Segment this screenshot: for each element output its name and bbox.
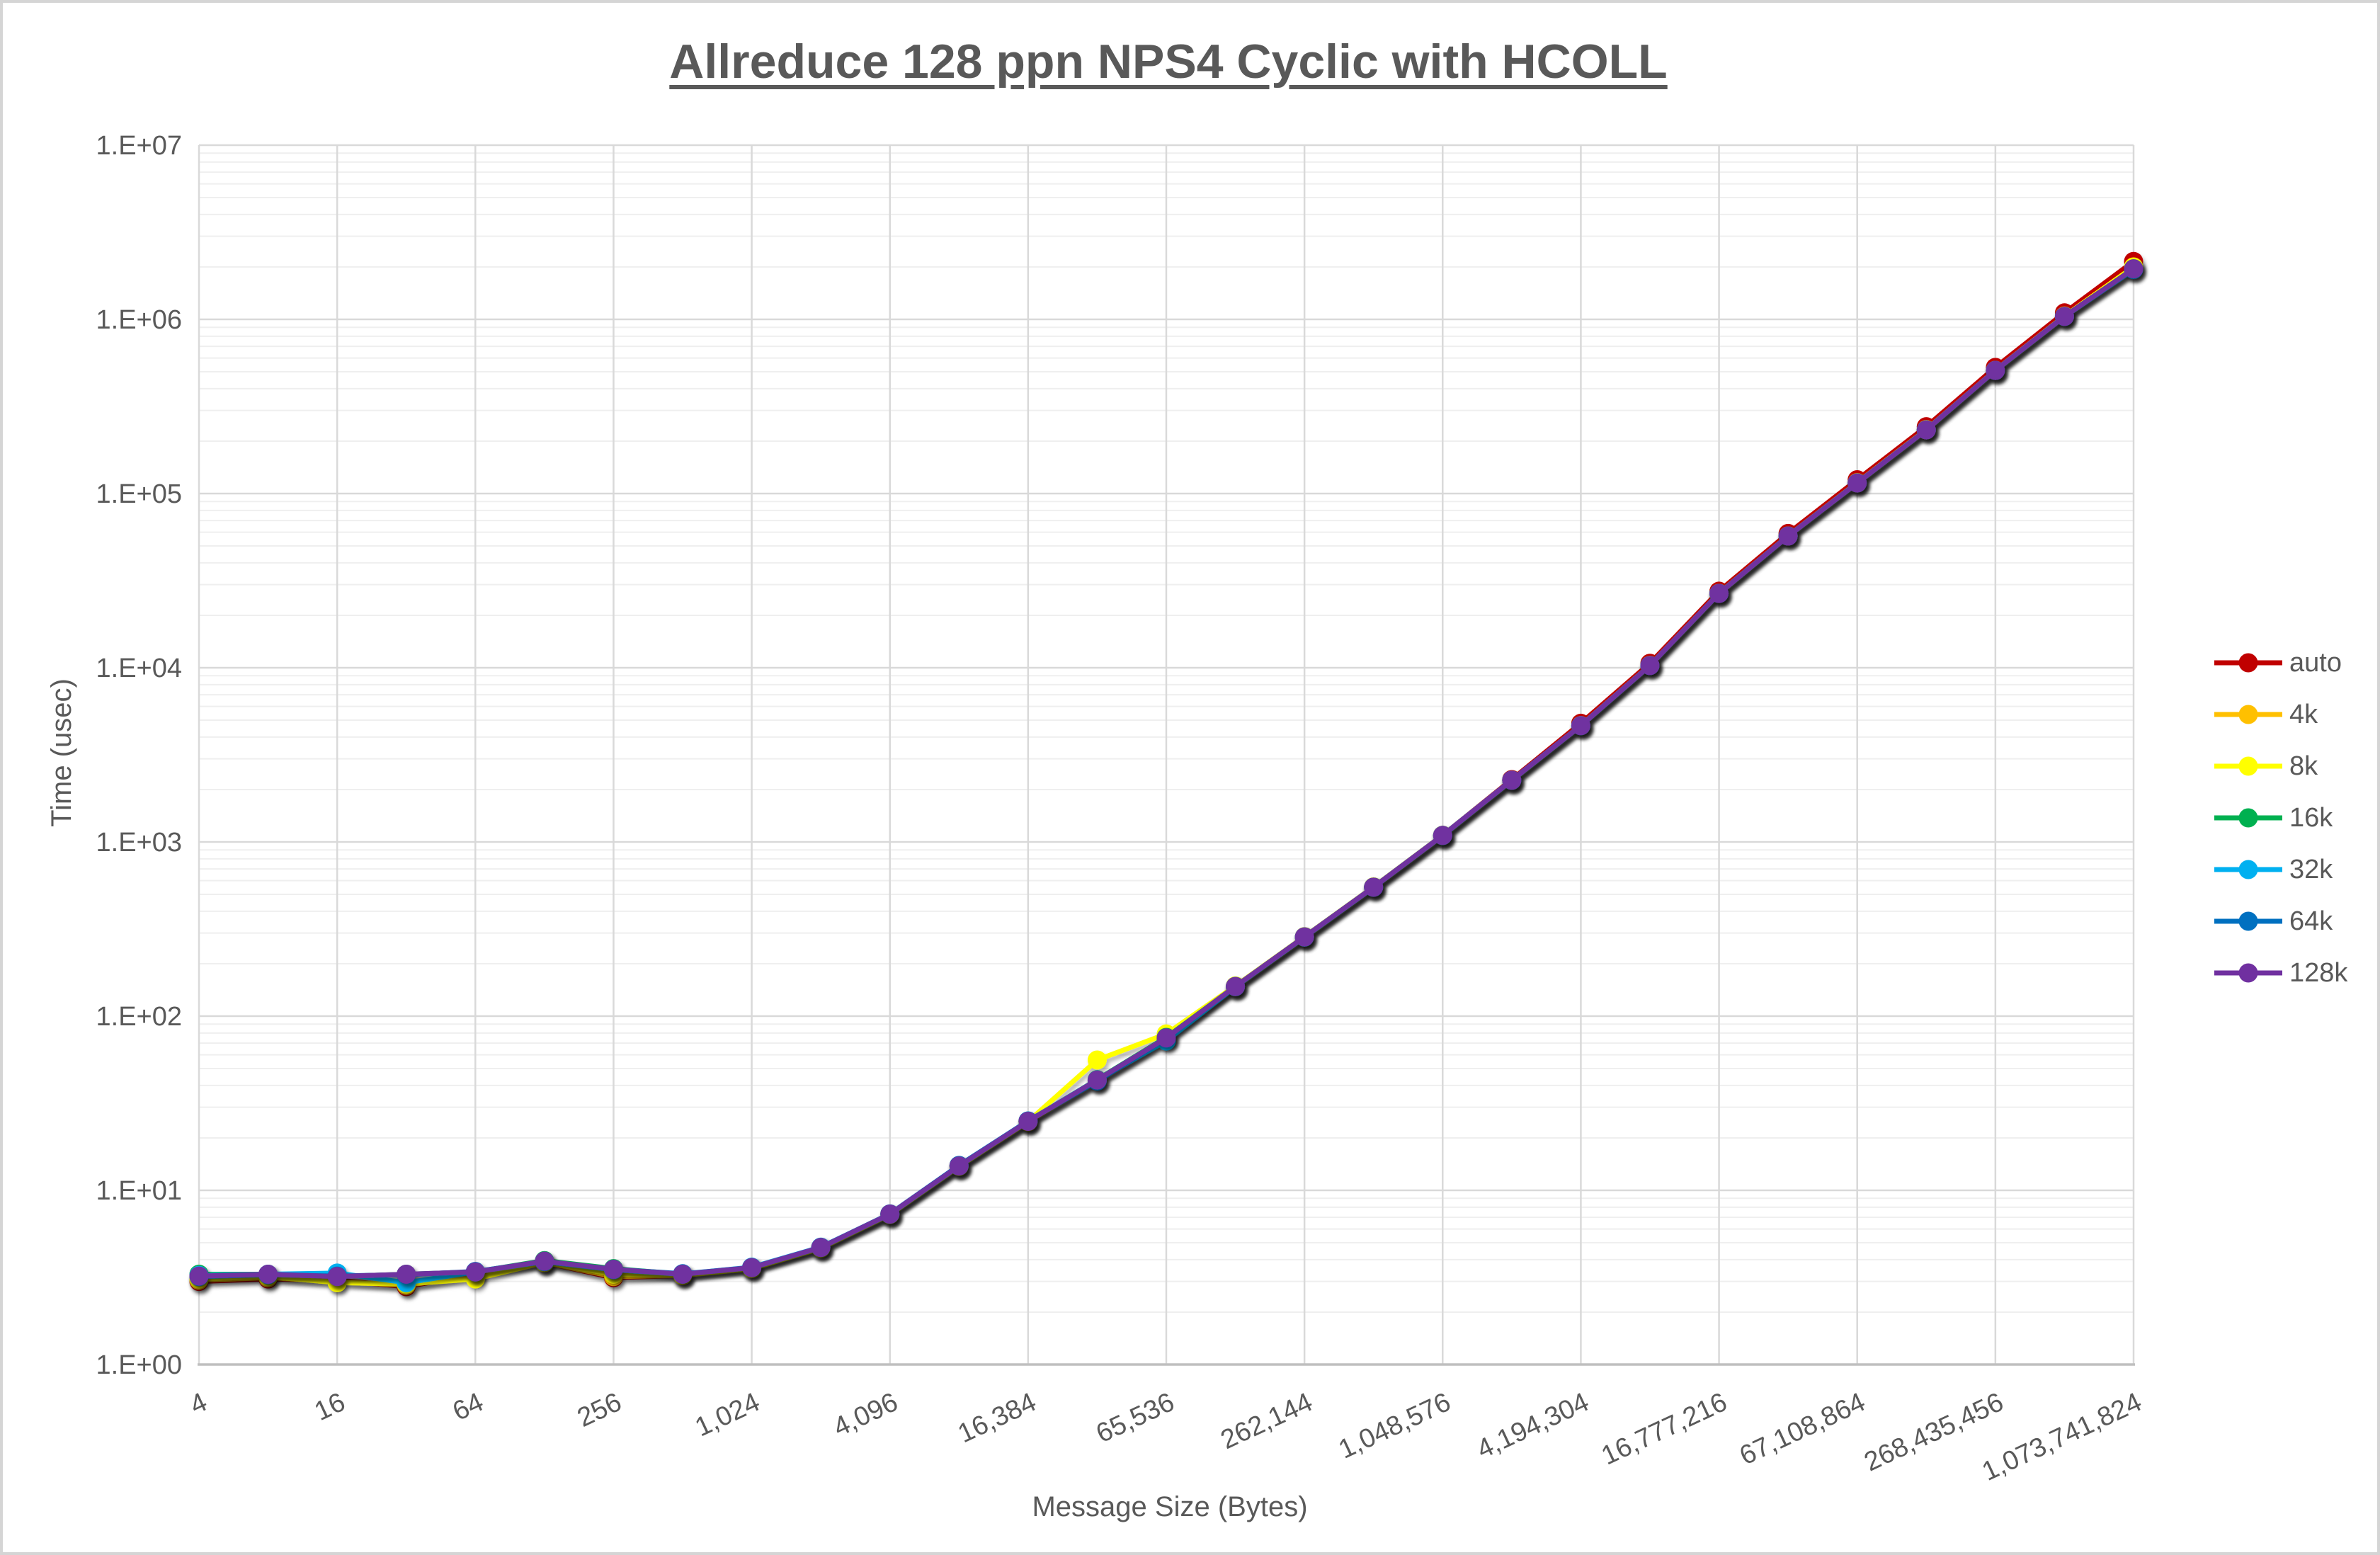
- y-tick-label: 1.E+00: [96, 1350, 183, 1380]
- x-axis-title: Message Size (Bytes): [1032, 1491, 1308, 1522]
- y-tick-label: 1.E+03: [96, 828, 183, 858]
- legend-marker-16k: [2214, 808, 2282, 828]
- data-point-128k: [1709, 583, 1729, 603]
- data-point-128k: [397, 1264, 416, 1284]
- data-point-128k: [1087, 1070, 1107, 1090]
- x-tick-label: 256: [573, 1387, 626, 1433]
- data-point-128k: [811, 1238, 831, 1258]
- legend: auto 4k 8k 16k 32k 64k 128k: [2213, 647, 2348, 988]
- data-point-128k: [1156, 1028, 1176, 1048]
- legend-item-16k: 16k: [2213, 802, 2347, 833]
- data-point-128k: [189, 1266, 209, 1286]
- data-point-128k: [949, 1156, 969, 1176]
- data-point-128k: [258, 1264, 278, 1284]
- legend-item-32k: 32k: [2213, 855, 2347, 884]
- x-tick-label: 4,096: [829, 1387, 903, 1442]
- data-point-8k: [1087, 1050, 1107, 1070]
- data-point-128k: [1294, 927, 1314, 947]
- y-tick-label: 1.E+02: [96, 1002, 183, 1032]
- chart-title: Allreduce 128 ppn NPS4 Cyclic with HCOLL: [669, 35, 1668, 89]
- x-tick-label: 1,048,576: [1334, 1387, 1455, 1465]
- legend-item-128k: 128k: [2213, 957, 2348, 988]
- data-point-128k: [673, 1264, 693, 1284]
- data-point-128k: [1502, 770, 1522, 790]
- data-point-128k: [603, 1260, 623, 1280]
- x-tick-label: 64: [448, 1387, 488, 1427]
- data-point-128k: [880, 1204, 900, 1224]
- major-gridlines: [198, 144, 2135, 1366]
- data-point-128k: [1640, 656, 1660, 676]
- data-point-128k: [1916, 420, 1936, 440]
- x-tick-label: 67,108,864: [1735, 1387, 1869, 1471]
- legend-marker-8k: [2214, 756, 2282, 776]
- x-tick-label: 1,024: [690, 1387, 764, 1442]
- legend-item-auto: auto: [2213, 647, 2347, 678]
- x-tick-label: 65,536: [1092, 1387, 1179, 1449]
- data-point-128k: [1571, 716, 1590, 736]
- x-tick-label: 16: [310, 1387, 350, 1427]
- legend-label-128k: 128k: [2289, 957, 2348, 988]
- legend-marker-128k: [2214, 963, 2282, 983]
- x-tick-label: 4,194,304: [1472, 1387, 1593, 1465]
- data-point-128k: [465, 1262, 485, 1282]
- y-tick-label: 1.E+04: [96, 654, 183, 683]
- y-axis-title: Time (usec): [46, 678, 77, 827]
- legend-item-8k: 8k: [2213, 751, 2347, 781]
- x-tick-labels: 4 16 64 256 1,024 4,096 16,384 65,536 262,144 1,0…: [186, 1387, 2146, 1487]
- legend-marker-32k: [2214, 860, 2282, 879]
- legend-item-64k: 64k: [2213, 906, 2347, 936]
- legend-label-4k: 4k: [2289, 699, 2318, 729]
- data-point-128k: [535, 1251, 554, 1271]
- x-tick-label: 262,144: [1217, 1387, 1317, 1455]
- data-point-128k: [742, 1258, 762, 1277]
- data-point-128k: [1226, 976, 1246, 996]
- legend-label-8k: 8k: [2289, 751, 2318, 781]
- legend-label-32k: 32k: [2289, 854, 2333, 884]
- series-128k: [189, 259, 2143, 1287]
- legend-label-16k: 16k: [2289, 802, 2333, 833]
- x-tick-label: 1,073,741,824: [1978, 1387, 2146, 1487]
- y-tick-label: 1.E+07: [96, 131, 183, 161]
- data-point-128k: [1778, 526, 1798, 546]
- x-tick-label: 4: [186, 1387, 212, 1420]
- legend-label-64k: 64k: [2289, 906, 2333, 936]
- data-point-128k: [1986, 360, 2005, 380]
- data-point-128k: [1018, 1112, 1038, 1132]
- legend-marker-64k: [2214, 911, 2282, 931]
- data-point-128k: [1364, 877, 1384, 897]
- y-tick-labels: 1.E+00 1.E+01 1.E+02 1.E+03 1.E+04 1.E+05 1.E+…: [96, 131, 183, 1380]
- y-tick-label: 1.E+05: [96, 479, 183, 509]
- data-point-128k: [2124, 259, 2143, 279]
- data-point-128k: [1433, 826, 1452, 845]
- data-point-128k: [327, 1267, 347, 1287]
- legend-item-4k: 4k: [2213, 700, 2347, 729]
- x-tick-label: 16,777,216: [1597, 1387, 1731, 1471]
- y-tick-label: 1.E+06: [96, 305, 183, 335]
- legend-marker-auto: [2214, 653, 2282, 673]
- data-point-128k: [1847, 473, 1867, 493]
- y-tick-label: 1.E+01: [96, 1176, 183, 1206]
- data-point-128k: [2054, 307, 2074, 326]
- legend-marker-4k: [2214, 705, 2282, 724]
- x-tick-label: 16,384: [954, 1387, 1041, 1449]
- legend-label-auto: auto: [2289, 647, 2342, 678]
